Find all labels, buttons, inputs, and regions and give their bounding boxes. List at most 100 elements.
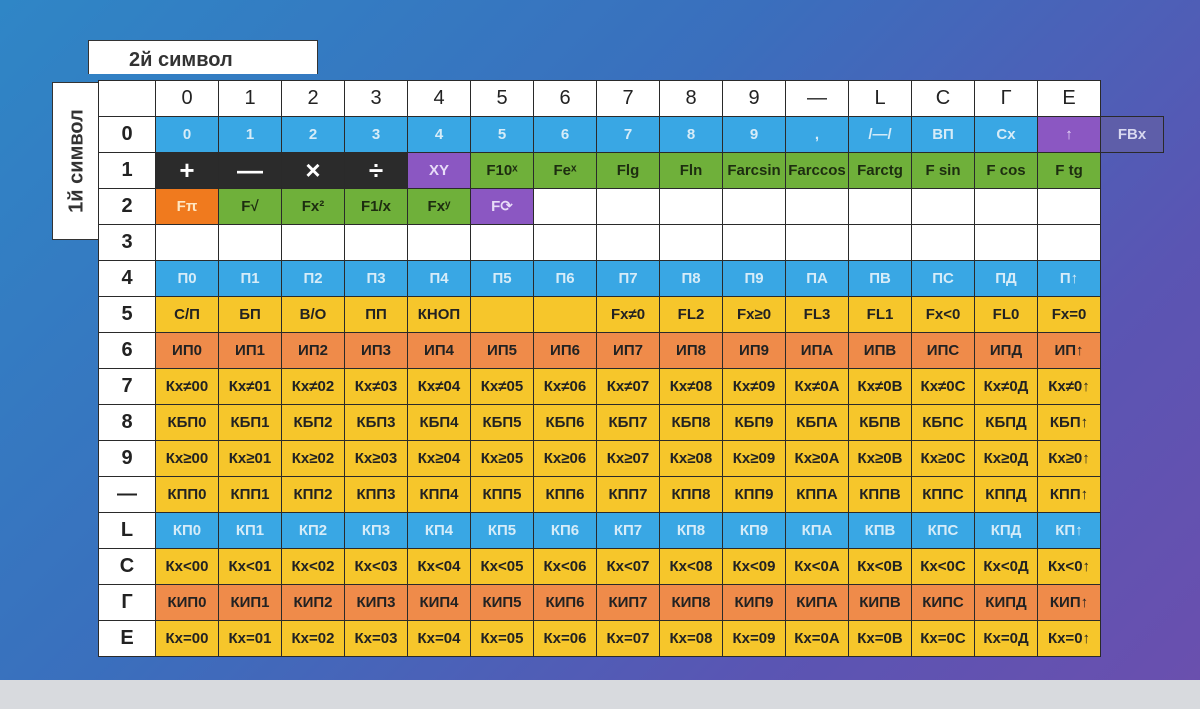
code-cell (786, 225, 849, 261)
code-cell: ИП1 (219, 333, 282, 369)
code-cell: ИПС (912, 333, 975, 369)
code-cell: Кx≥00 (156, 441, 219, 477)
code-cell: FL2 (660, 297, 723, 333)
code-cell: КИП4 (408, 585, 471, 621)
code-cell: ПД (975, 261, 1038, 297)
command-code-table: 0123456789—LCГE00123456789,/—/ВПCx↑FBx1+… (98, 80, 1164, 657)
code-cell: Кx≥02 (282, 441, 345, 477)
code-cell: КБП8 (660, 405, 723, 441)
code-cell (1038, 225, 1101, 261)
code-cell (1038, 189, 1101, 225)
code-cell: Fx≠0 (597, 297, 660, 333)
code-cell: КПВ (849, 513, 912, 549)
code-cell: КИПД (975, 585, 1038, 621)
code-cell: — (219, 153, 282, 189)
code-cell: КБП4 (408, 405, 471, 441)
column-header: 1 (219, 81, 282, 117)
code-cell: Кx<0Д (975, 549, 1038, 585)
table-row: 00123456789,/—/ВПCx↑FBx (99, 117, 1164, 153)
code-cell: FL3 (786, 297, 849, 333)
code-cell: Кx≠08 (660, 369, 723, 405)
code-cell: 7 (597, 117, 660, 153)
code-cell (975, 225, 1038, 261)
column-header: 9 (723, 81, 786, 117)
code-cell: КП2 (282, 513, 345, 549)
code-cell: Кx≥0А (786, 441, 849, 477)
table-row: LКП0КП1КП2КП3КП4КП5КП6КП7КП8КП9КПАКПВКПС… (99, 513, 1164, 549)
code-cell: FBx (1101, 117, 1164, 153)
row-header: E (99, 621, 156, 657)
code-cell (660, 189, 723, 225)
code-cell: Кx=03 (345, 621, 408, 657)
code-cell: Fln (660, 153, 723, 189)
row-header: 5 (99, 297, 156, 333)
table-row: 8КБП0КБП1КБП2КБП3КБП4КБП5КБП6КБП7КБП8КБП… (99, 405, 1164, 441)
code-cell: КИП↑ (1038, 585, 1101, 621)
code-cell: КБПД (975, 405, 1038, 441)
code-cell: КПА (786, 513, 849, 549)
code-cell (219, 225, 282, 261)
code-cell: Кx=09 (723, 621, 786, 657)
code-cell: КП9 (723, 513, 786, 549)
code-cell: КПП9 (723, 477, 786, 513)
code-cell: Кx≥05 (471, 441, 534, 477)
code-cell: П9 (723, 261, 786, 297)
code-cell: КПП5 (471, 477, 534, 513)
code-cell: Farctg (849, 153, 912, 189)
code-cell: КБП5 (471, 405, 534, 441)
code-cell: ВП (912, 117, 975, 153)
code-cell: Кx<01 (219, 549, 282, 585)
code-cell: КП0 (156, 513, 219, 549)
code-cell: Кx≠09 (723, 369, 786, 405)
code-cell: КП1 (219, 513, 282, 549)
code-cell: КИП0 (156, 585, 219, 621)
code-cell: КПП7 (597, 477, 660, 513)
code-cell (849, 189, 912, 225)
code-cell: ПВ (849, 261, 912, 297)
code-cell: КППС (912, 477, 975, 513)
code-cell: Кx≠0↑ (1038, 369, 1101, 405)
code-cell: КИПС (912, 585, 975, 621)
column-header: 6 (534, 81, 597, 117)
code-cell: П7 (597, 261, 660, 297)
code-cell: 6 (534, 117, 597, 153)
column-header: 7 (597, 81, 660, 117)
code-cell: Кx≥08 (660, 441, 723, 477)
column-header: 2 (282, 81, 345, 117)
row-header: 8 (99, 405, 156, 441)
code-cell: ИП8 (660, 333, 723, 369)
code-cell: 9 (723, 117, 786, 153)
code-cell: Кx=0С (912, 621, 975, 657)
code-cell: П8 (660, 261, 723, 297)
code-cell (345, 225, 408, 261)
code-cell: F⟳ (471, 189, 534, 225)
code-cell: F10ˣ (471, 153, 534, 189)
code-cell: КППВ (849, 477, 912, 513)
code-cell: Кx<03 (345, 549, 408, 585)
code-cell: ИП3 (345, 333, 408, 369)
code-cell (660, 225, 723, 261)
table-row: CКx<00Кx<01Кx<02Кx<03Кx<04Кx<05Кx<06Кx<0… (99, 549, 1164, 585)
column-header: — (786, 81, 849, 117)
code-cell: ÷ (345, 153, 408, 189)
code-cell: КПП↑ (1038, 477, 1101, 513)
code-cell: Кx≠0В (849, 369, 912, 405)
column-header: 0 (156, 81, 219, 117)
code-cell: 3 (345, 117, 408, 153)
code-cell (597, 189, 660, 225)
row-header: 2 (99, 189, 156, 225)
code-cell (156, 225, 219, 261)
code-cell: КБПС (912, 405, 975, 441)
code-cell (786, 189, 849, 225)
code-cell: Кx≠06 (534, 369, 597, 405)
code-cell: ИП9 (723, 333, 786, 369)
code-cell: Feˣ (534, 153, 597, 189)
code-cell: 5 (471, 117, 534, 153)
code-cell: /—/ (849, 117, 912, 153)
code-cell: Кx≠0С (912, 369, 975, 405)
code-cell: Кx≠04 (408, 369, 471, 405)
code-cell: КИПВ (849, 585, 912, 621)
row-header: 3 (99, 225, 156, 261)
code-cell: КИПА (786, 585, 849, 621)
code-cell: Кx≥0↑ (1038, 441, 1101, 477)
